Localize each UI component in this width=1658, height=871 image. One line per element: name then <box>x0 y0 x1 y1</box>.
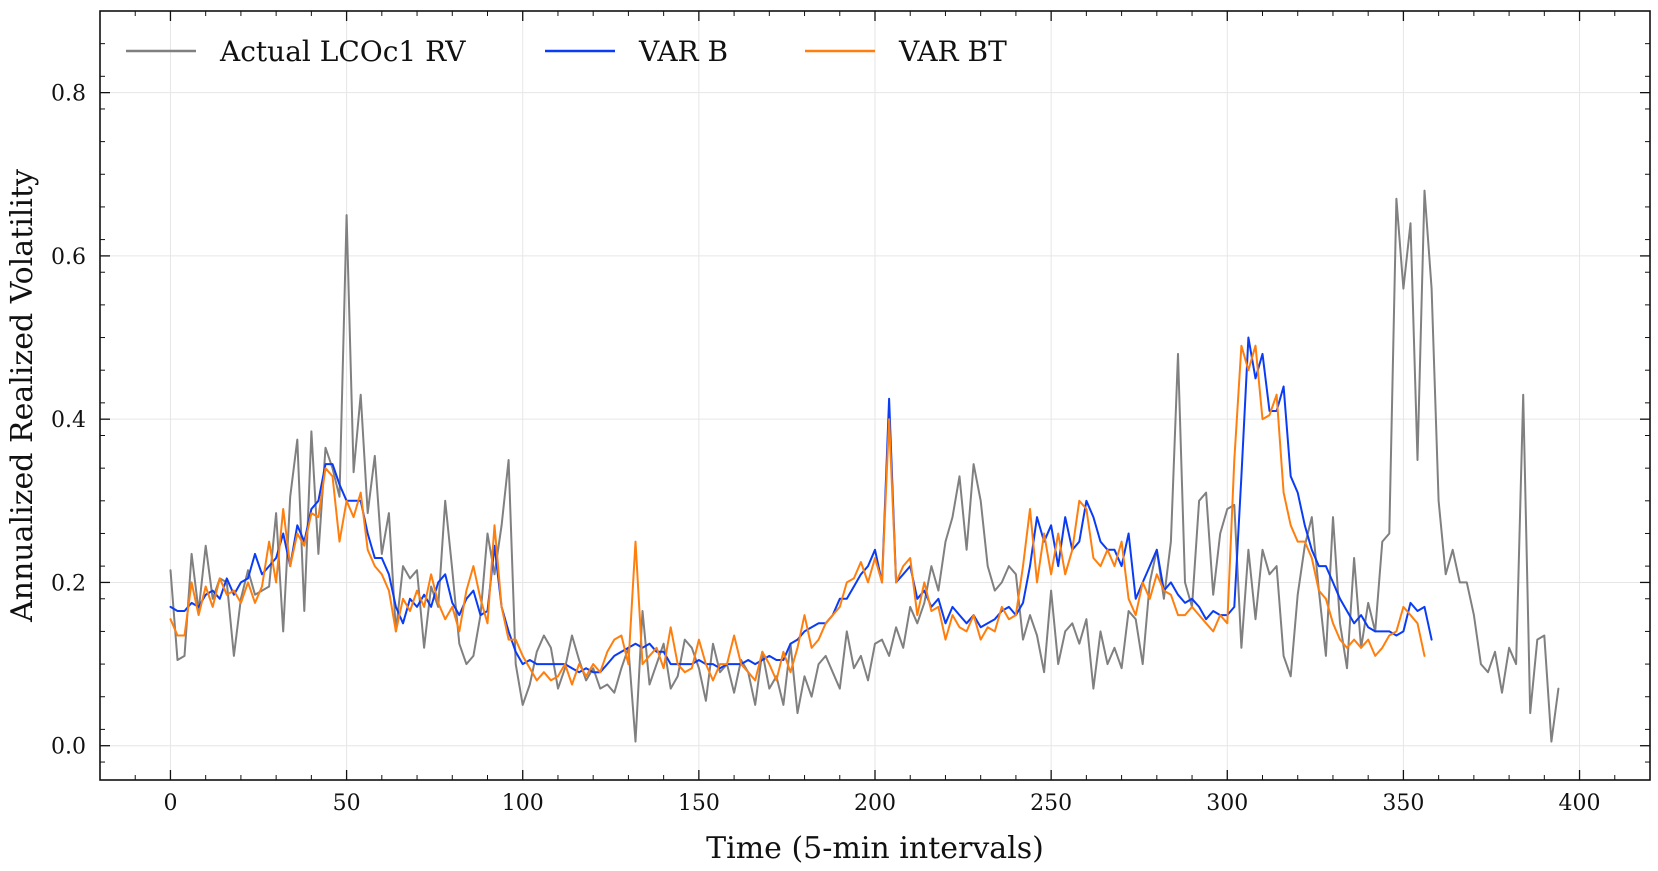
x-tick-label: 50 <box>333 791 361 816</box>
y-tick-label: 0.8 <box>51 82 86 107</box>
x-tick-label: 350 <box>1382 791 1424 816</box>
x-tick-label: 300 <box>1206 791 1248 816</box>
series-line-3 <box>169 344 1426 686</box>
legend: Actual LCOc1 RV VAR B VAR BT <box>126 35 1007 68</box>
series-lines <box>169 189 1560 743</box>
series-line-1 <box>169 189 1560 743</box>
x-tick-label: 0 <box>163 791 177 816</box>
legend-label: VAR B <box>638 35 728 68</box>
y-tick-label: 0.4 <box>51 408 86 433</box>
x-tick-label: 200 <box>854 791 896 816</box>
y-tick-label: 0.0 <box>51 735 86 760</box>
x-tick-label: 150 <box>678 791 720 816</box>
x-tick-label: 100 <box>502 791 544 816</box>
x-tick-label: 250 <box>1030 791 1072 816</box>
axis-ticks: 0 50 100 150 200 250 300 350 400 0.0 0.2 0.4 0.6 0.8 <box>51 11 1650 816</box>
legend-label: Actual LCOc1 RV <box>219 35 466 68</box>
x-axis-title: Time (5-min intervals) <box>706 831 1044 866</box>
gridlines <box>100 11 1650 780</box>
y-tick-label: 0.2 <box>51 571 86 596</box>
x-tick-label: 400 <box>1559 791 1601 816</box>
y-tick-label: 0.6 <box>51 245 86 270</box>
legend-label: VAR BT <box>898 35 1007 68</box>
y-axis-title: Annualized Realized Volatility <box>5 169 40 623</box>
